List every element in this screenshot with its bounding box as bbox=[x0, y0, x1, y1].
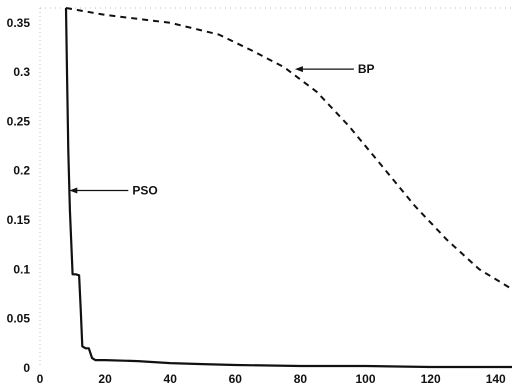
y-tick-label: 0.05 bbox=[7, 312, 31, 326]
tick-labels: 0 20 40 60 80 100 120 140 0 0.05 0.1 0.15 0.2 0.25 0.3… bbox=[7, 16, 506, 386]
y-tick-label: 0.3 bbox=[13, 65, 30, 79]
annotation-arrowhead-bp bbox=[294, 66, 303, 73]
annotation-label-pso: PSO bbox=[132, 183, 157, 197]
annotation-arrowhead-pso bbox=[69, 187, 78, 194]
series-line-pso bbox=[64, 7, 512, 369]
y-tick-label: 0.1 bbox=[13, 262, 30, 276]
annotations: BP PSO bbox=[69, 62, 375, 197]
x-tick-label: 140 bbox=[486, 372, 506, 386]
x-tick-label: 120 bbox=[421, 372, 441, 386]
y-tick-label: 0.15 bbox=[7, 213, 31, 227]
x-tick-label: 40 bbox=[164, 372, 178, 386]
x-tick-label: 20 bbox=[98, 372, 112, 386]
chart-axes bbox=[39, 7, 512, 368]
x-tick-label: 100 bbox=[356, 372, 376, 386]
x-tick-label: 0 bbox=[37, 372, 44, 386]
x-tick-label: 80 bbox=[294, 372, 308, 386]
x-tick-label: 60 bbox=[229, 372, 243, 386]
annotation-label-bp: BP bbox=[358, 62, 375, 76]
series-line-bp bbox=[65, 7, 512, 290]
y-tick-label: 0.2 bbox=[13, 164, 30, 178]
y-tick-label: 0 bbox=[23, 361, 30, 375]
y-tick-label: 0.35 bbox=[7, 16, 31, 30]
y-tick-label: 0.25 bbox=[7, 114, 31, 128]
series-lines bbox=[64, 7, 512, 369]
